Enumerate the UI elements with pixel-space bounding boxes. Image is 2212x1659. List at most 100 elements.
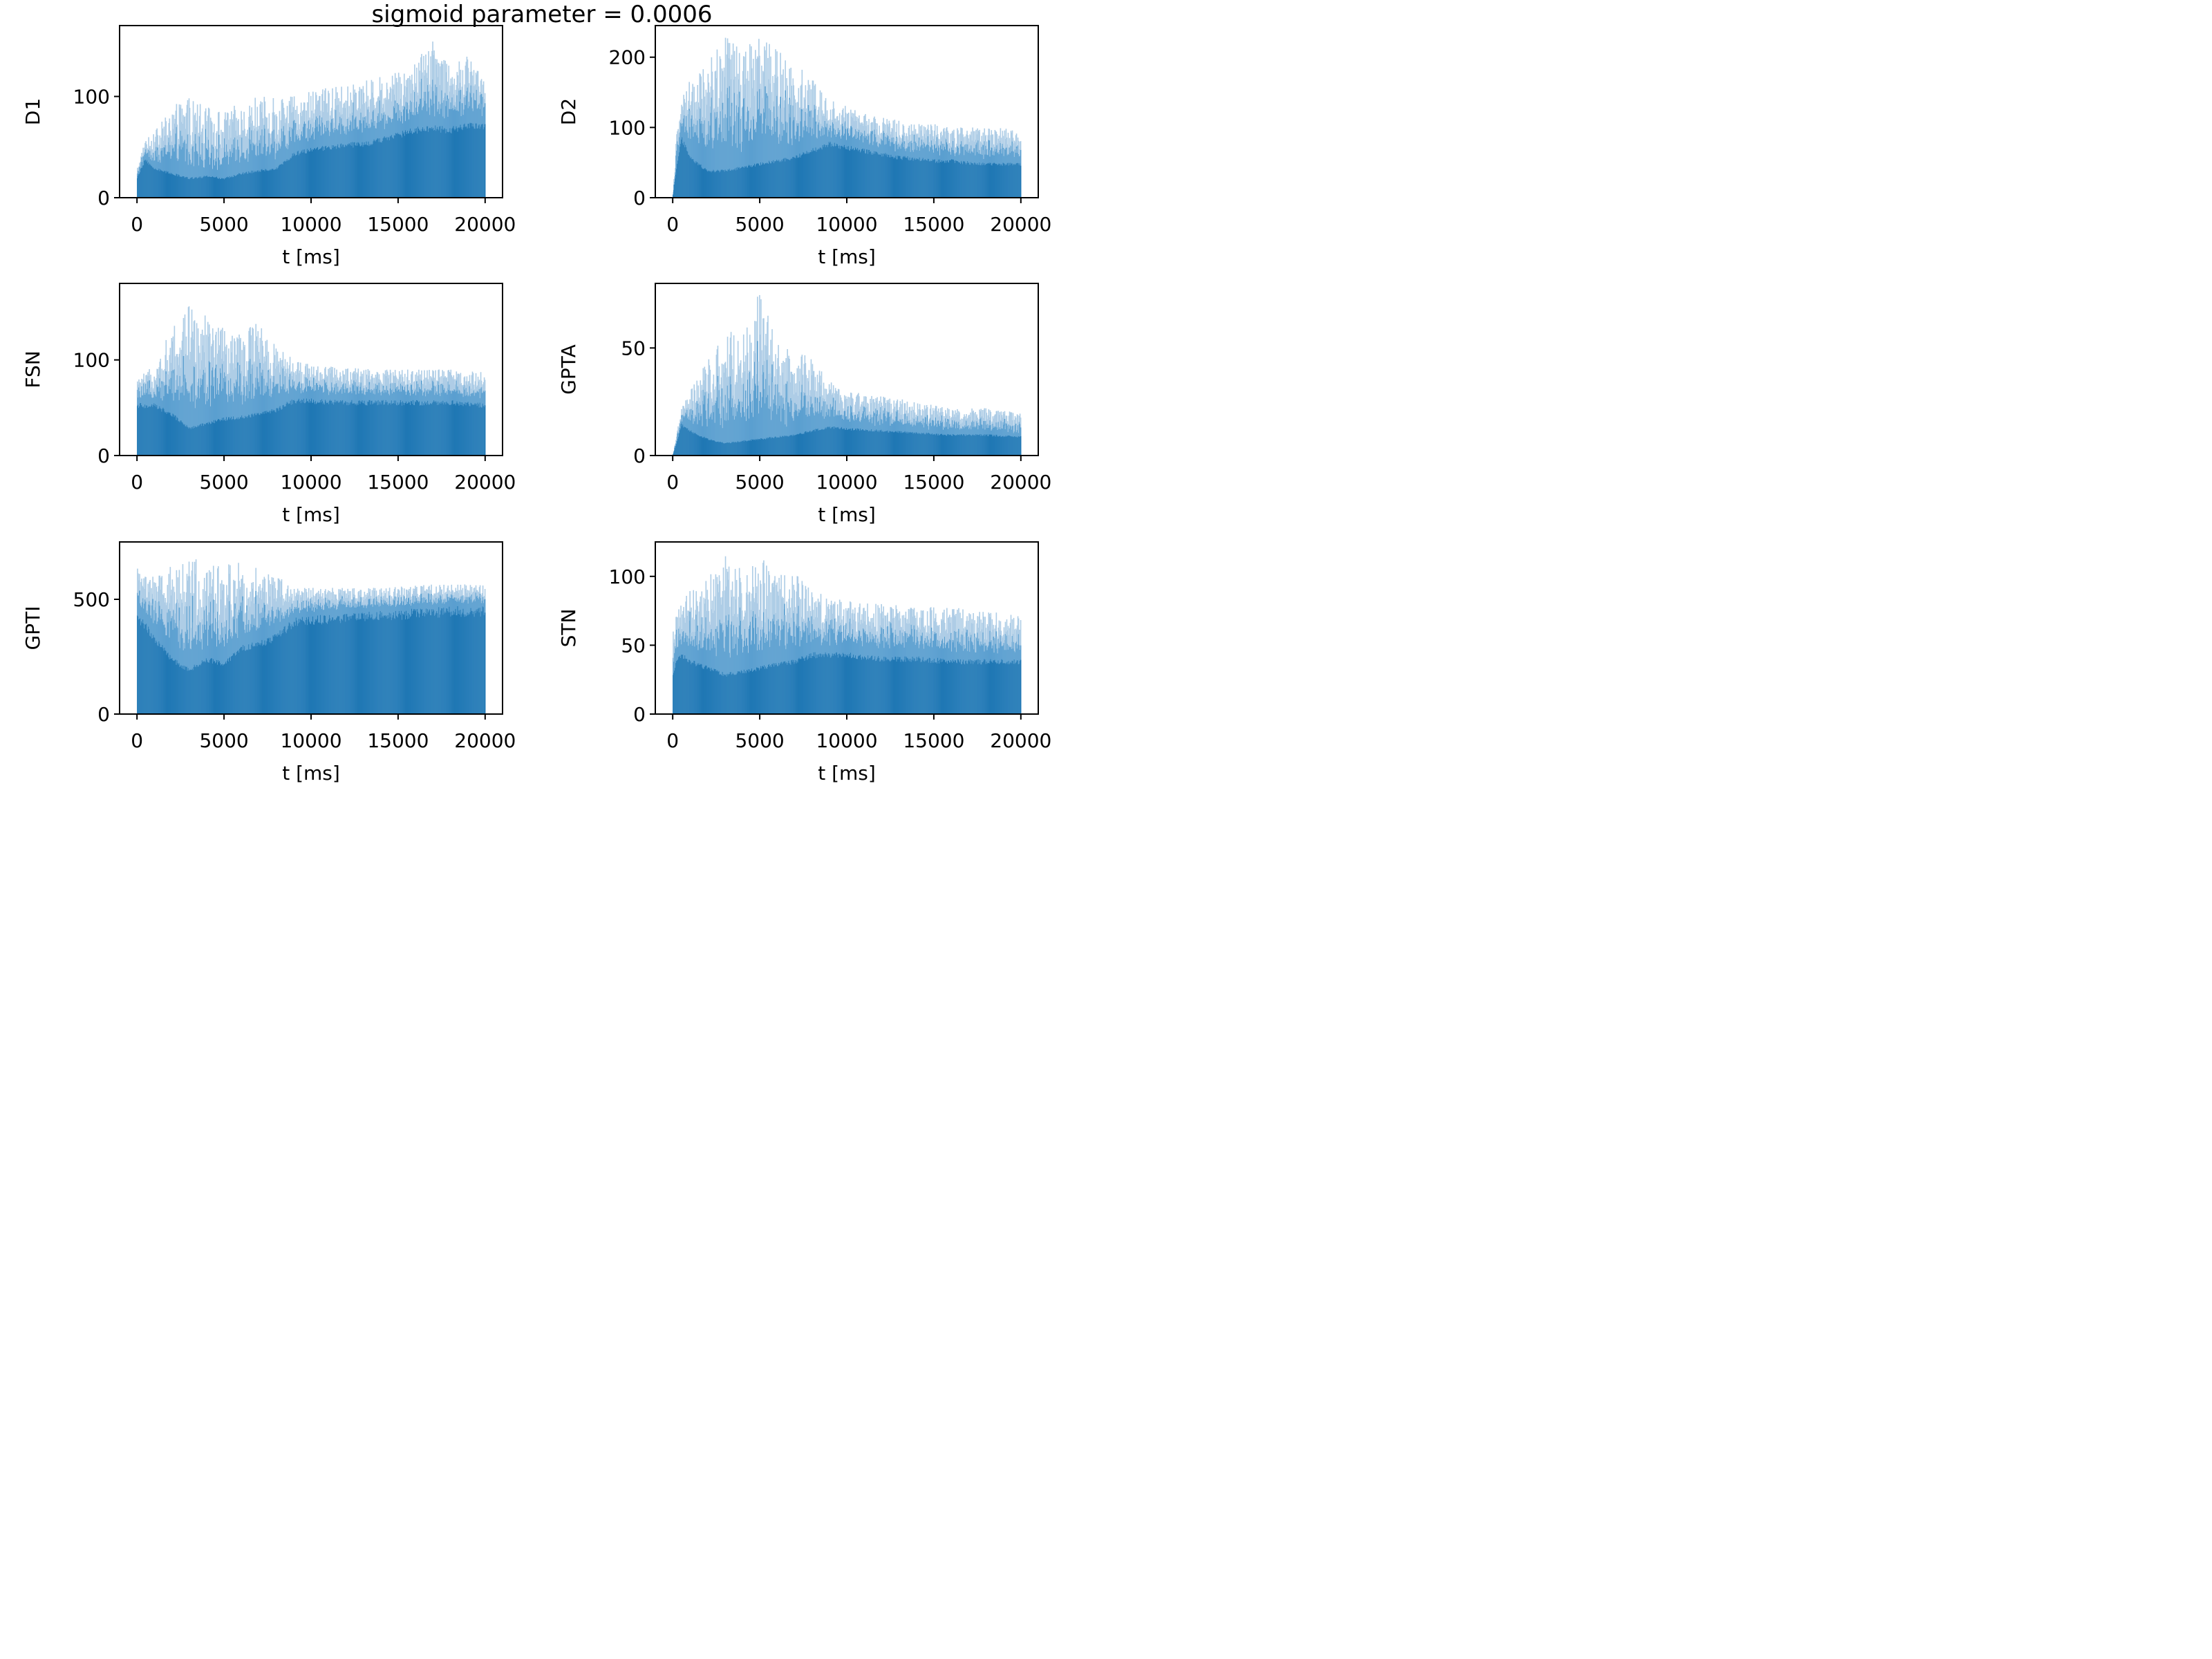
histogram-bar [285,161,287,198]
histogram-bar [451,129,453,198]
histogram-bar-light [709,365,711,456]
histogram-bar-mid [256,131,259,198]
histogram-bar [242,418,243,456]
histogram-bar [771,161,773,198]
histogram-bar [138,176,139,198]
histogram-bar [378,142,380,198]
histogram-bar [469,128,471,198]
histogram-bar [375,400,377,456]
histogram-bar-mid [249,127,250,198]
histogram-bar [211,176,213,198]
histogram-bar [159,406,161,456]
histogram-bar [181,422,183,456]
histogram-bar [702,438,704,456]
histogram-bar-mid [717,140,719,198]
histogram-bar-mid [718,408,720,456]
histogram-bar [714,440,716,456]
histogram-bar [393,400,395,456]
histogram-bar [688,155,690,198]
histogram-bar [418,401,419,456]
histogram-bar-mid [765,86,766,198]
histogram-bar [328,404,330,456]
histogram-bar [673,452,675,456]
histogram-bars [673,294,1022,456]
histogram-bar [138,408,140,456]
x-tick-label: 20000 [454,471,516,494]
histogram-bar [763,163,765,198]
histogram-bar [204,424,206,456]
histogram-bar [679,147,681,198]
histogram-bar [269,411,271,456]
histogram-bar [357,145,359,198]
histogram-bar [276,167,278,198]
histogram-bar [753,439,754,456]
histogram-bar [315,149,317,198]
histogram-bar-light [231,111,232,198]
histogram-bar [401,137,403,198]
histogram-bar [736,169,738,198]
histogram-bar [422,405,424,456]
histogram-bar [449,131,451,198]
histogram-bar [751,439,753,456]
histogram-bar [955,160,957,198]
histogram-bar [889,157,891,198]
histogram-bar [687,428,688,456]
histogram-bar [301,150,303,198]
histogram-bar-mid [205,148,207,198]
histogram-bar-mid [196,151,198,198]
histogram-bar [706,438,709,456]
histogram-bar [453,404,455,456]
histogram-bar [196,427,198,456]
histogram-bar-mid [727,88,729,198]
histogram-bar [223,420,224,456]
histogram-bar [313,149,315,198]
histogram-bar-mid [760,115,761,198]
histogram-bar [160,408,162,456]
histogram-bar [409,131,411,198]
histogram-bar-mid [704,120,706,198]
histogram-bar [261,169,263,198]
histogram-bar-mid [776,120,777,198]
x-tick-label: 5000 [199,213,248,236]
histogram-bar [290,400,292,456]
histogram-bar [351,145,353,198]
histogram-bar [330,401,332,456]
histogram-bar [742,167,744,198]
histogram-bar [978,165,980,198]
histogram-bar [304,153,306,198]
x-tick-label: 0 [131,471,143,494]
histogram-bar [756,163,758,198]
histogram-bar [220,178,221,198]
histogram-bar [435,401,437,456]
histogram-bar [479,402,481,456]
histogram-bar-light [761,350,762,456]
histogram-bar [735,167,738,198]
histogram-bar-mid [713,138,715,198]
histogram-bar [145,160,147,198]
histogram-bar [274,169,276,198]
histogram-bar [734,168,736,198]
histogram-bar [279,165,281,198]
histogram-bar-mid [792,105,794,198]
histogram-bar [424,131,426,198]
histogram-bar-light [733,335,735,456]
histogram-bar [471,403,473,456]
histogram-bar-mid [801,109,803,198]
histogram-bar [678,436,679,456]
histogram-bar-mid [720,111,722,198]
histogram-bar [681,423,682,456]
histogram-bar [789,160,791,198]
histogram-bar [248,414,250,456]
histogram-bar-mid [225,382,226,456]
histogram-bar [357,404,359,456]
histogram-bar [350,402,353,456]
histogram-bar [984,163,986,198]
histogram-bar-light [727,376,729,456]
histogram-bar [291,400,293,456]
histogram-bar-mid [223,158,224,198]
histogram-bar-mid [789,117,791,198]
histogram-bar [165,412,167,456]
histogram-bar [450,132,452,198]
histogram-bar [793,156,795,198]
